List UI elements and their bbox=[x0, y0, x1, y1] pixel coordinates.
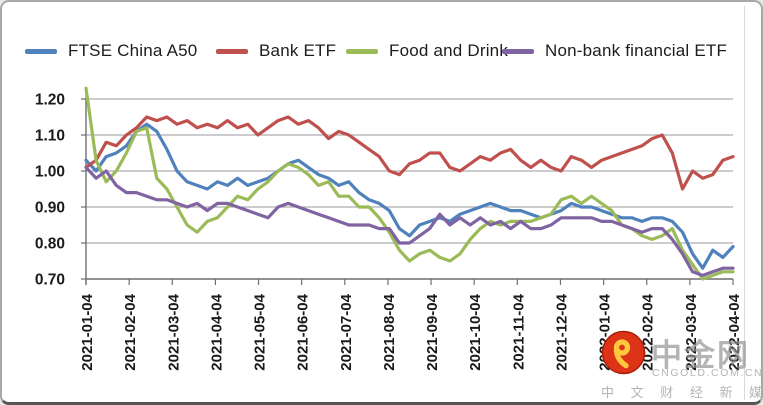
y-axis-tick-label: 1.10 bbox=[35, 128, 65, 145]
cngold-watermark: 中金网 CNGOLD.COM.CN 中 文 财 经 新 媒 体 bbox=[601, 329, 763, 401]
legend-item-non-bank-financial-etf: Non-bank financial ETF bbox=[502, 40, 727, 62]
y-axis-tick-label: 1.20 bbox=[35, 92, 65, 109]
x-axis-tick-label: 2021-03-04 bbox=[165, 293, 182, 370]
legend-item-food-and-drink: Food and Drink bbox=[346, 40, 508, 62]
x-axis-tick-label: 2021-05-04 bbox=[252, 293, 269, 370]
legend-label-food-and-drink: Food and Drink bbox=[389, 41, 509, 60]
series-line-non-bank-financial-etf bbox=[84, 165, 735, 277]
x-axis-tick-label: 2021-06-04 bbox=[295, 293, 312, 370]
y-axis-tick-label: 0.90 bbox=[35, 200, 65, 217]
legend-swatch-bank-etf bbox=[216, 48, 248, 54]
x-axis-tick-label: 2021-12-04 bbox=[553, 293, 570, 370]
legend-label-non-bank-financial-etf: Non-bank financial ETF bbox=[545, 41, 728, 60]
x-axis-tick-label: 2021-08-04 bbox=[381, 293, 398, 370]
chart-legend: FTSE China A50 Bank ETF Food and Drink N… bbox=[2, 2, 761, 66]
legend-swatch-food-and-drink bbox=[346, 48, 378, 54]
watermark-brand-text: 中金网 bbox=[651, 338, 750, 373]
cngold-logo-icon bbox=[601, 330, 646, 375]
series-line-ftse-china-a50 bbox=[84, 122, 735, 270]
x-axis-tick-label: 2022-03-04 bbox=[683, 293, 700, 370]
watermark-tagline-text: 中 文 财 经 新 媒 体 bbox=[601, 385, 761, 400]
legend-swatch-ftse-china-a50 bbox=[25, 48, 57, 54]
x-axis-tick-label: 2021-02-04 bbox=[122, 293, 139, 370]
y-axis-tick-label: 1.00 bbox=[35, 164, 65, 181]
legend-label-bank-etf: Bank ETF bbox=[259, 41, 337, 60]
x-axis-tick-label: 2021-04-04 bbox=[208, 293, 225, 370]
series-line-food-and-drink bbox=[84, 86, 735, 281]
legend-item-ftse-china-a50: FTSE China A50 bbox=[25, 40, 197, 62]
x-axis-tick-label: 2021-11-04 bbox=[510, 293, 527, 370]
watermark-domain-text: CNGOLD.COM.CN bbox=[652, 367, 763, 379]
legend-swatch-non-bank-financial-etf bbox=[502, 48, 534, 54]
x-axis-tick-label: 2021-07-04 bbox=[338, 293, 355, 370]
x-axis-tick-label: 2021-01-04 bbox=[79, 293, 96, 370]
x-axis-tick-label: 2021-10-04 bbox=[467, 293, 484, 370]
x-axis-tick-label: 2021-09-04 bbox=[424, 293, 441, 370]
y-axis-tick-label: 0.80 bbox=[35, 236, 65, 253]
legend-item-bank-etf: Bank ETF bbox=[216, 40, 336, 62]
legend-label-ftse-china-a50: FTSE China A50 bbox=[68, 41, 198, 60]
series-line-bank-etf bbox=[84, 115, 735, 191]
x-axis-tick-label: 2022-04-04 bbox=[726, 293, 743, 370]
y-axis-tick-label: 0.70 bbox=[35, 272, 65, 289]
chart-frame-right-border bbox=[744, 6, 745, 400]
